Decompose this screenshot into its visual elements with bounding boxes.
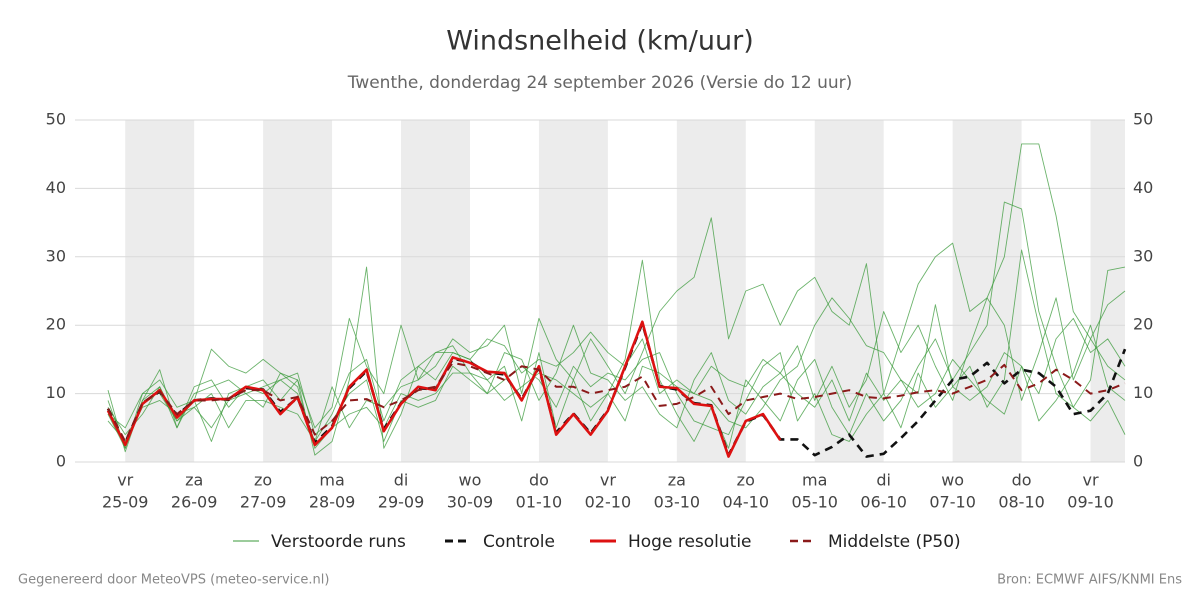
x-tick-label-day: di (394, 471, 409, 490)
y-tick-label: 10 (46, 383, 66, 402)
y2-tick-label: 30 (1133, 246, 1153, 265)
x-tick-label-day: ma (319, 471, 344, 490)
x-tick-label-day: do (1012, 471, 1032, 490)
x-tick-label-date: 30-09 (447, 493, 494, 512)
labels: 0 10 20 30 40 50 0 10 20 30 40 50 vr 25-09 za 26-09 zo 27… (46, 110, 1154, 553)
series-line (107, 304, 1126, 449)
day-band (814, 120, 884, 462)
lines (106, 143, 1127, 458)
x-tick-label-date: 05-10 (791, 493, 838, 512)
x-tick-label-date: 03-10 (654, 493, 701, 512)
x-tick-label-day: vr (117, 471, 133, 490)
x-tick-label-day: vr (600, 471, 616, 490)
y-tick-label: 20 (46, 315, 66, 334)
y-tick-label: 50 (46, 110, 66, 129)
footer-left: Gegenereerd door MeteoVPS (meteo-service… (18, 573, 329, 588)
x-tick-label-day: za (668, 471, 686, 490)
legend-label: Middelste (P50) (828, 532, 961, 552)
legend-label: Verstoorde runs (271, 532, 406, 552)
series-line (106, 320, 782, 458)
x-tick-label-date: 02-10 (585, 493, 632, 512)
day-band (263, 120, 333, 462)
grid (75, 119, 1125, 463)
x-tick-label-date: 04-10 (723, 493, 770, 512)
x-tick-label-date: 29-09 (378, 493, 425, 512)
day-band (952, 120, 1022, 462)
x-tick-label-date: 26-09 (171, 493, 218, 512)
y2-tick-label: 50 (1133, 110, 1153, 129)
series-line (107, 361, 1126, 443)
day-bands (125, 120, 1125, 462)
legend-label: Controle (483, 532, 555, 552)
x-tick-label-date: 08-10 (998, 493, 1045, 512)
y-tick-label: 30 (46, 246, 66, 265)
footer-right: Bron: ECMWF AIFS/KNMI Ens (997, 573, 1182, 588)
chart-subtitle: Twenthe, donderdag 24 september 2026 (Ve… (347, 73, 853, 93)
x-tick-label-date: 01-10 (516, 493, 563, 512)
y2-tick-label: 10 (1133, 383, 1153, 402)
x-tick-label-date: 09-10 (1067, 493, 1114, 512)
series-line (107, 143, 1126, 449)
y-tick-label: 0 (56, 452, 66, 471)
y2-tick-label: 0 (1133, 452, 1143, 471)
x-tick-label-day: wo (459, 471, 482, 490)
x-tick-label-date: 06-10 (860, 493, 907, 512)
y2-tick-label: 40 (1133, 178, 1153, 197)
x-tick-label-day: ma (802, 471, 827, 490)
chart-title: Windsnelheid (km/uur) (446, 26, 754, 57)
x-tick-label-day: di (876, 471, 891, 490)
y-tick-label: 40 (46, 178, 66, 197)
x-tick-label-day: zo (737, 471, 755, 490)
series-line (107, 297, 1126, 449)
legend-label: Hoge resolutie (628, 532, 752, 552)
x-tick-label-date: 27-09 (240, 493, 287, 512)
x-tick-label-day: za (185, 471, 203, 490)
x-tick-label-date: 25-09 (102, 493, 149, 512)
y2-tick-label: 20 (1133, 315, 1153, 334)
day-band (401, 120, 470, 462)
x-tick-label-day: vr (1083, 471, 1099, 490)
x-tick-label-day: zo (254, 471, 272, 490)
series-line (107, 249, 1126, 442)
day-band (538, 120, 608, 462)
x-tick-label-date: 28-09 (309, 493, 356, 512)
x-tick-label-day: wo (941, 471, 964, 490)
day-band (1090, 120, 1125, 462)
x-tick-label-day: do (529, 471, 549, 490)
x-tick-label-date: 07-10 (929, 493, 976, 512)
